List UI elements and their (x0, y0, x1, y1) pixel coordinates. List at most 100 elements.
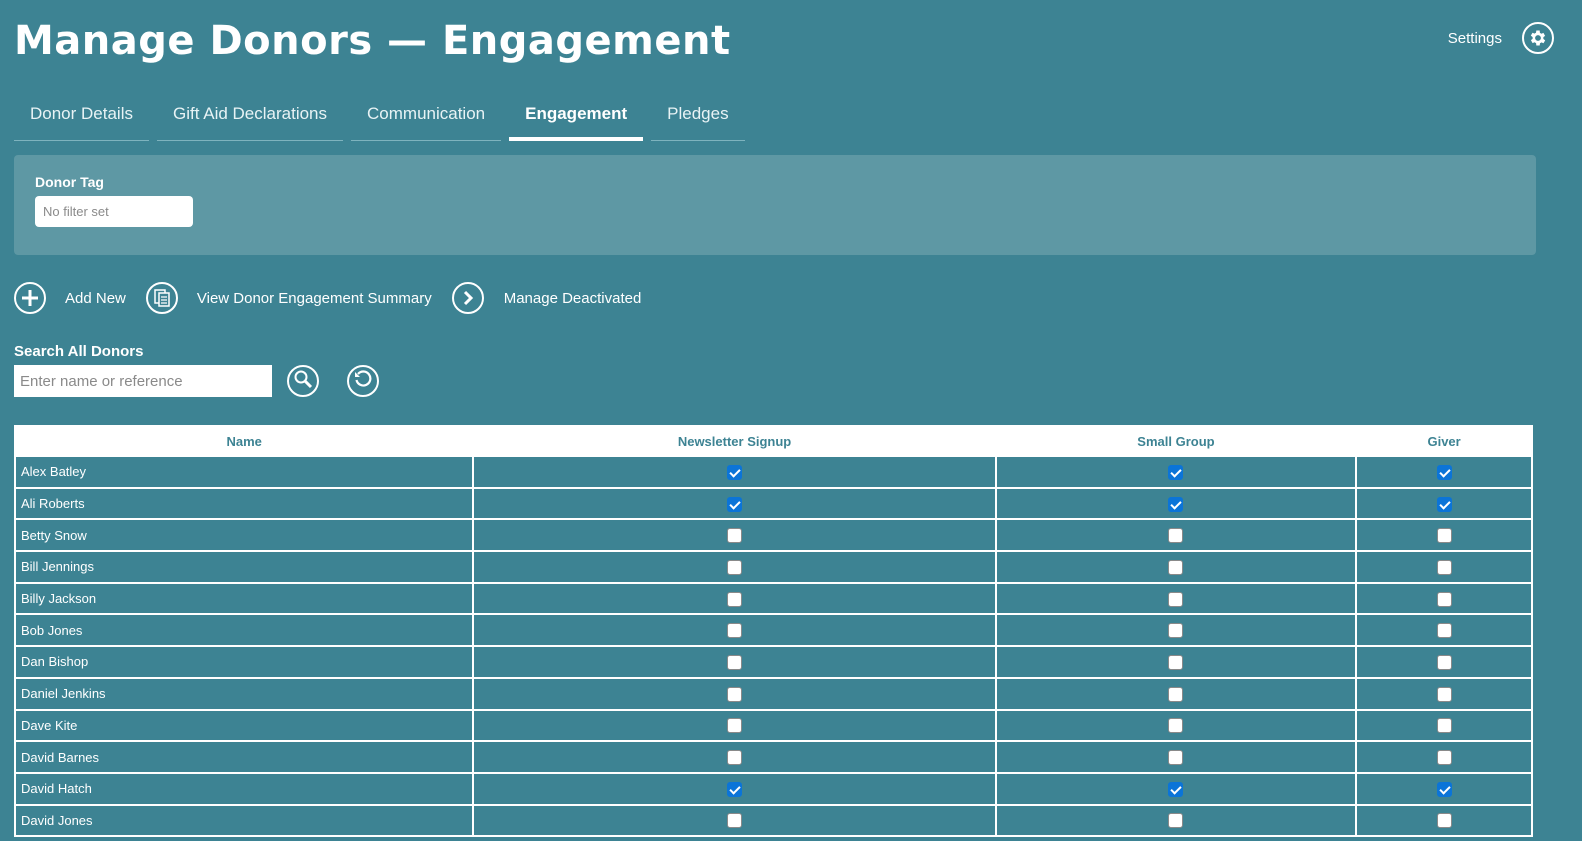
giver-checkbox[interactable] (1436, 623, 1452, 639)
gear-icon[interactable] (1522, 22, 1554, 54)
newsletter-signup-checkbox[interactable] (727, 686, 743, 702)
giver-checkbox[interactable] (1436, 559, 1452, 575)
newsletter-signup-cell (472, 771, 997, 806)
newsletter-signup-checkbox[interactable] (727, 528, 743, 544)
small-group-cell (994, 771, 1358, 806)
action-bar: Add New View Donor Engagement Summary Ma… (14, 282, 661, 314)
donor-tag-input[interactable] (35, 196, 193, 227)
newsletter-signup-cell (472, 740, 997, 774)
newsletter-signup-checkbox[interactable] (727, 623, 743, 639)
giver-cell (1355, 550, 1533, 584)
column-header-newsletter-signup[interactable]: Newsletter Signup (472, 425, 997, 457)
small-group-checkbox[interactable] (1168, 464, 1184, 480)
tab-communication[interactable]: Communication (351, 96, 502, 141)
small-group-checkbox[interactable] (1168, 781, 1184, 797)
donor-name[interactable]: Billy Jackson (13, 581, 475, 616)
tab-gift-aid-declarations[interactable]: Gift Aid Declarations (157, 96, 344, 141)
small-group-cell (994, 550, 1358, 584)
donor-name[interactable]: Ali Roberts (13, 486, 475, 521)
chevron-right-icon (451, 282, 484, 314)
table-row: Bill Jennings (13, 550, 1533, 584)
newsletter-signup-checkbox[interactable] (727, 591, 743, 607)
donor-name[interactable]: Dan Bishop (13, 645, 475, 679)
donor-name[interactable]: Daniel Jenkins (13, 676, 475, 711)
small-group-checkbox[interactable] (1168, 623, 1184, 639)
small-group-checkbox[interactable] (1168, 750, 1184, 766)
giver-cell (1355, 486, 1533, 521)
filter-panel: Donor Tag (14, 155, 1536, 255)
donor-name[interactable]: Dave Kite (13, 708, 475, 743)
small-group-checkbox[interactable] (1168, 591, 1184, 607)
tab-engagement[interactable]: Engagement (509, 96, 644, 141)
small-group-checkbox[interactable] (1168, 813, 1184, 829)
giver-checkbox[interactable] (1436, 686, 1452, 702)
small-group-cell (994, 455, 1358, 489)
giver-cell (1355, 518, 1533, 553)
donor-name[interactable]: Bob Jones (13, 613, 475, 648)
manage-deactivated-button[interactable]: Manage Deactivated (451, 282, 641, 314)
column-header-giver[interactable]: Giver (1355, 425, 1533, 457)
newsletter-signup-checkbox[interactable] (727, 496, 743, 512)
donor-name[interactable]: Bill Jennings (13, 550, 475, 584)
small-group-cell (994, 518, 1358, 553)
giver-checkbox[interactable] (1436, 655, 1452, 670)
tab-donor-details[interactable]: Donor Details (14, 96, 149, 141)
search-label: Search All Donors (14, 343, 144, 360)
giver-cell (1355, 455, 1533, 489)
donor-name[interactable]: David Hatch (13, 771, 475, 806)
small-group-cell (994, 613, 1358, 648)
newsletter-signup-checkbox[interactable] (727, 718, 743, 734)
view-engagement-summary-label: View Donor Engagement Summary (196, 289, 432, 307)
small-group-checkbox[interactable] (1168, 528, 1184, 544)
small-group-checkbox[interactable] (1168, 718, 1184, 734)
newsletter-signup-checkbox[interactable] (727, 464, 743, 480)
giver-cell (1355, 771, 1533, 806)
donor-name[interactable]: Alex Batley (13, 455, 475, 489)
tab-pledges[interactable]: Pledges (651, 96, 745, 141)
table-row: Daniel Jenkins (13, 676, 1533, 711)
giver-cell (1355, 613, 1533, 648)
donors-table: Name Newsletter Signup Small Group Giver… (13, 425, 1533, 838)
small-group-cell (994, 803, 1358, 838)
giver-checkbox[interactable] (1436, 813, 1452, 829)
settings-button[interactable]: Settings (1448, 22, 1554, 54)
giver-cell (1355, 676, 1533, 711)
small-group-cell (994, 645, 1358, 679)
newsletter-signup-checkbox[interactable] (727, 655, 743, 670)
table-row: David Hatch (13, 771, 1533, 806)
newsletter-signup-checkbox[interactable] (727, 781, 743, 797)
small-group-checkbox[interactable] (1168, 496, 1184, 512)
giver-checkbox[interactable] (1436, 750, 1452, 766)
table-row: Alex Batley (13, 455, 1533, 489)
giver-checkbox[interactable] (1436, 718, 1452, 734)
giver-checkbox[interactable] (1436, 781, 1452, 797)
small-group-checkbox[interactable] (1168, 686, 1184, 702)
table-row: David Barnes (13, 740, 1533, 774)
giver-checkbox[interactable] (1436, 464, 1452, 480)
newsletter-signup-checkbox[interactable] (727, 559, 743, 575)
giver-checkbox[interactable] (1436, 528, 1452, 544)
donor-name[interactable]: David Barnes (13, 740, 475, 774)
small-group-checkbox[interactable] (1168, 559, 1184, 575)
donor-name[interactable]: David Jones (13, 803, 475, 838)
view-engagement-summary-button[interactable]: View Donor Engagement Summary (145, 282, 432, 314)
search-button[interactable] (287, 365, 319, 397)
refresh-icon (353, 369, 373, 394)
giver-cell (1355, 581, 1533, 616)
plus-icon (14, 282, 46, 314)
small-group-checkbox[interactable] (1168, 655, 1184, 670)
newsletter-signup-checkbox[interactable] (727, 813, 743, 829)
column-header-name[interactable]: Name (13, 425, 475, 457)
table-row: Billy Jackson (13, 581, 1533, 616)
donor-name[interactable]: Betty Snow (13, 518, 475, 553)
newsletter-signup-checkbox[interactable] (727, 750, 743, 766)
column-header-small-group[interactable]: Small Group (994, 425, 1358, 457)
settings-label: Settings (1447, 29, 1502, 47)
search-input[interactable] (14, 365, 272, 397)
add-new-button[interactable]: Add New (14, 282, 126, 314)
giver-checkbox[interactable] (1436, 591, 1452, 607)
newsletter-signup-cell (472, 518, 997, 553)
giver-checkbox[interactable] (1436, 496, 1452, 512)
reset-search-button[interactable] (347, 365, 379, 397)
newsletter-signup-cell (472, 676, 997, 711)
